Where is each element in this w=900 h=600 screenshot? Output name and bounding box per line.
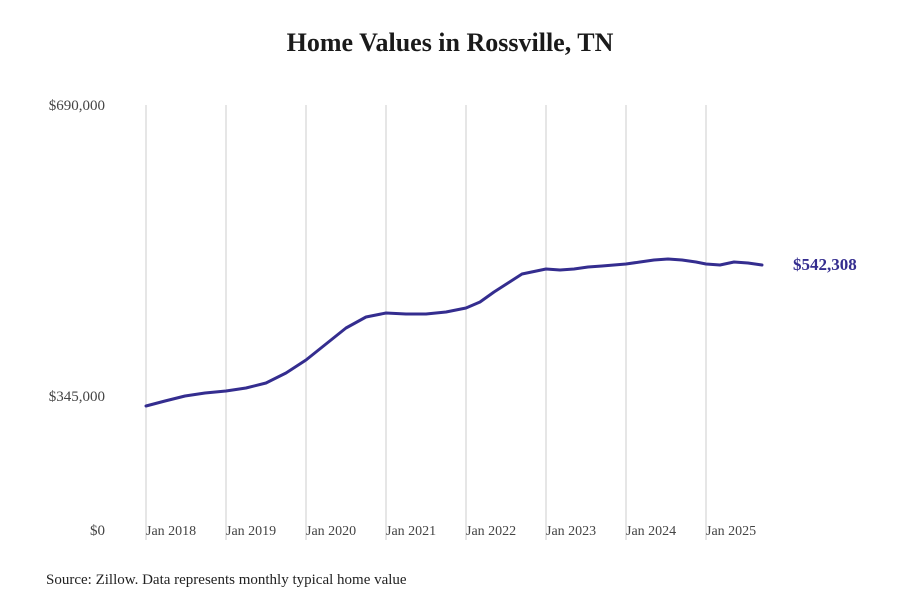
chart-title: Home Values in Rossville, TN — [0, 0, 900, 58]
gridlines — [146, 105, 706, 540]
x-tick-1: Jan 2019 — [226, 524, 276, 539]
x-tick-0: Jan 2018 — [146, 524, 196, 539]
home-value-line[interactable] — [146, 259, 762, 406]
x-tick-2: Jan 2020 — [306, 524, 356, 539]
end-value-label: $542,308 — [793, 255, 857, 274]
source-caption: Source: Zillow. Data represents monthly … — [46, 572, 407, 589]
x-axis-labels: Jan 2018 Jan 2019 Jan 2020 Jan 2021 Jan … — [146, 524, 756, 539]
y-tick-0: $0 — [90, 523, 105, 539]
y-tick-345000: $345,000 — [49, 389, 105, 405]
y-axis-labels: $690,000 $345,000 $0 — [49, 98, 105, 539]
x-tick-7: Jan 2025 — [706, 524, 756, 539]
x-tick-3: Jan 2021 — [386, 524, 436, 539]
x-tick-4: Jan 2022 — [466, 524, 516, 539]
x-tick-5: Jan 2023 — [546, 524, 596, 539]
chart-container: Home Values in Rossville, TN $690,000 $3… — [0, 0, 900, 600]
x-tick-6: Jan 2024 — [626, 524, 676, 539]
plot-area: $690,000 $345,000 $0 Jan 2018 Jan 2019 J… — [0, 95, 900, 540]
y-tick-690000: $690,000 — [49, 98, 105, 114]
